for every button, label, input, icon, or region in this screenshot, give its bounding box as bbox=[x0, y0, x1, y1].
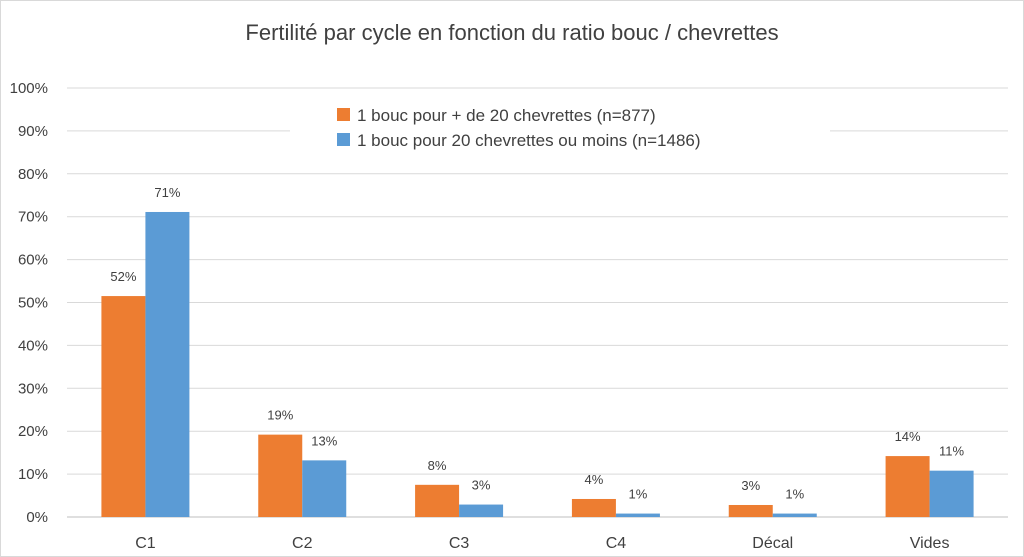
bar-series-1 bbox=[258, 434, 303, 517]
bar-series-2 bbox=[459, 504, 504, 517]
x-tick-label: Décal bbox=[752, 535, 793, 552]
bar-series-1 bbox=[101, 296, 146, 517]
y-tick-label: 10% bbox=[18, 466, 48, 483]
data-label: 52% bbox=[110, 269, 136, 284]
chart-title: Fertilité par cycle en fonction du ratio… bbox=[245, 20, 778, 45]
x-tick-label: C4 bbox=[606, 535, 627, 552]
legend: 1 bouc pour + de 20 chevrettes (n=877) 1 … bbox=[290, 98, 830, 158]
legend-swatch bbox=[337, 133, 350, 146]
y-tick-label: 40% bbox=[18, 337, 48, 354]
data-labels: 52% 71% 19% 13% 8% 3% 4% 1% 3% 1% 14% 11% bbox=[110, 185, 964, 502]
bar-series-2 bbox=[615, 513, 660, 517]
data-label: 8% bbox=[428, 458, 447, 473]
bar-series-2 bbox=[145, 211, 190, 517]
y-tick-label: 100% bbox=[10, 80, 48, 97]
data-label: 19% bbox=[267, 408, 293, 423]
data-label: 11% bbox=[939, 444, 964, 459]
bar-series-1 bbox=[571, 498, 616, 517]
x-tick-label: C3 bbox=[449, 535, 470, 552]
data-label: 4% bbox=[585, 472, 604, 487]
legend-label: 1 bouc pour + de 20 chevrettes (n=877) bbox=[357, 106, 656, 125]
y-tick-label: 50% bbox=[18, 295, 48, 312]
data-label: 3% bbox=[741, 478, 760, 493]
bar-series-2 bbox=[929, 470, 974, 517]
data-label: 1% bbox=[785, 487, 804, 502]
data-label: 13% bbox=[311, 433, 337, 448]
bar-series-2 bbox=[302, 460, 347, 517]
y-tick-label: 60% bbox=[18, 252, 48, 269]
legend-swatch bbox=[337, 108, 350, 121]
bars bbox=[101, 211, 974, 517]
data-label: 71% bbox=[154, 185, 180, 200]
y-tick-label: 30% bbox=[18, 380, 48, 397]
y-axis-ticks: 0% 10% 20% 30% 40% 50% 60% 70% 80% 90% 100% bbox=[10, 80, 48, 526]
legend-background bbox=[290, 98, 830, 158]
y-tick-label: 0% bbox=[26, 509, 48, 526]
data-label: 1% bbox=[629, 487, 648, 502]
y-tick-label: 80% bbox=[18, 166, 48, 183]
x-tick-label: C2 bbox=[292, 535, 313, 552]
y-tick-label: 90% bbox=[18, 123, 48, 140]
x-tick-label: Vides bbox=[910, 535, 950, 552]
bar-series-1 bbox=[415, 484, 460, 517]
x-tick-label: C1 bbox=[135, 535, 156, 552]
data-label: 3% bbox=[472, 478, 491, 493]
bar-series-1 bbox=[885, 456, 930, 517]
x-axis-ticks: C1 C2 C3 C4 Décal Vides bbox=[135, 535, 949, 552]
bar-series-2 bbox=[772, 513, 817, 517]
y-tick-label: 20% bbox=[18, 423, 48, 440]
legend-label: 1 bouc pour 20 chevrettes ou moins (n=14… bbox=[357, 131, 701, 150]
y-tick-label: 70% bbox=[18, 209, 48, 226]
bar-series-1 bbox=[728, 504, 773, 517]
data-label: 14% bbox=[895, 429, 921, 444]
